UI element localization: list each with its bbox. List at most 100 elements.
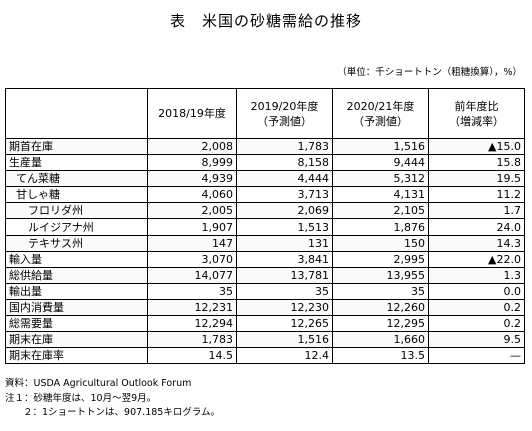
table-cell: ▲22.0 xyxy=(428,250,525,268)
table-row: 総需要量 12,294 12,265 12,295 0.2 xyxy=(5,315,525,333)
row-label: フロリダ州 xyxy=(5,202,148,220)
column-header-line1: 2020/21年度 xyxy=(346,99,415,113)
table-cell: 12.4 xyxy=(236,347,333,365)
table-cell: 4,131 xyxy=(332,186,429,204)
table-cell: 19.5 xyxy=(428,170,525,188)
table-cell: 12,231 xyxy=(147,298,237,317)
table-cell: 147 xyxy=(147,234,237,252)
column-header-line2: （予測値） xyxy=(257,114,312,128)
header-corner-cell xyxy=(5,88,148,139)
table-cell: 1,513 xyxy=(236,218,333,236)
table-cell: 4,939 xyxy=(147,170,237,188)
table-cell: 15.8 xyxy=(428,154,525,172)
column-header: 2020/21年度 （予測値） xyxy=(332,88,429,139)
table-cell: 0.2 xyxy=(428,298,525,317)
row-label: てん菜糖 xyxy=(5,170,148,188)
column-header-line1: 前年度比 xyxy=(454,99,499,113)
table-header-row: 2018/19年度 2019/20年度 （予測値） 2020/21年度 （予測値） … xyxy=(5,88,525,139)
row-label: 甘しゃ糖 xyxy=(5,186,148,204)
table-cell: 9.5 xyxy=(428,331,525,349)
table-cell: 2,005 xyxy=(147,202,237,220)
table-cell: 8,999 xyxy=(147,154,237,172)
table-row: てん菜糖 4,939 4,444 5,312 19.5 xyxy=(5,170,525,188)
table-cell: 150 xyxy=(332,234,429,252)
footnotes: 資料：USDA Agricultural Outlook Forum 注１：砂糖… xyxy=(5,377,220,421)
table-cell: 1.3 xyxy=(428,266,525,284)
table-cell: 1,516 xyxy=(236,331,333,349)
table-cell: 0.2 xyxy=(428,315,525,333)
table-cell: 1,876 xyxy=(332,218,429,236)
column-header: 2019/20年度 （予測値） xyxy=(236,88,333,139)
table-cell: 24.0 xyxy=(428,218,525,236)
table-cell: 1,783 xyxy=(147,331,237,349)
table-body: 期首在庫 2,008 1,783 1,516 ▲15.0 生産量 8,999 8,158 9,4… xyxy=(5,137,525,365)
row-label: 総供給量 xyxy=(5,266,148,284)
table-cell: 2,105 xyxy=(332,202,429,220)
table-cell: 14.3 xyxy=(428,234,525,252)
table-cell: 12,265 xyxy=(236,315,333,333)
table-row: 期末在庫 1,783 1,516 1,660 9.5 xyxy=(5,331,525,349)
table-row: 輸入量 3,070 3,841 2,995 ▲22.0 xyxy=(5,250,525,268)
row-label: 期末在庫 xyxy=(5,331,148,349)
table-cell: 3,713 xyxy=(236,186,333,204)
column-header: 前年度比 （増減率） xyxy=(428,88,525,139)
table-row: 期首在庫 2,008 1,783 1,516 ▲15.0 xyxy=(5,137,525,156)
table-row: 総供給量 14,077 13,781 13,955 1.3 xyxy=(5,266,525,284)
table-row: ルイジアナ州 1,907 1,513 1,876 24.0 xyxy=(5,218,525,236)
table-cell: 35 xyxy=(332,282,429,300)
table-cell: 2,069 xyxy=(236,202,333,220)
column-header-line1: 2019/20年度 xyxy=(250,99,319,113)
table-cell: ▲15.0 xyxy=(428,137,525,156)
column-header-line1: 2018/19年度 xyxy=(158,107,226,120)
table-cell: 2,995 xyxy=(332,250,429,268)
table-row: 輸出量 35 35 35 0.0 xyxy=(5,282,525,300)
table-cell: 1,660 xyxy=(332,331,429,349)
table-cell: 1,907 xyxy=(147,218,237,236)
table-cell: 131 xyxy=(236,234,333,252)
row-label: 期首在庫 xyxy=(5,137,148,156)
table-cell: 9,444 xyxy=(332,154,429,172)
table-cell: 35 xyxy=(236,282,333,300)
table-cell: 35 xyxy=(147,282,237,300)
table-row: フロリダ州 2,005 2,069 2,105 1.7 xyxy=(5,202,525,220)
table-row: 国内消費量 12,231 12,230 12,260 0.2 xyxy=(5,298,525,317)
table-cell: 13,781 xyxy=(236,266,333,284)
table-cell: 5,312 xyxy=(332,170,429,188)
table-cell: 3,841 xyxy=(236,250,333,268)
row-label: ルイジアナ州 xyxy=(5,218,148,236)
row-label: 輸出量 xyxy=(5,282,148,300)
table-cell: 4,444 xyxy=(236,170,333,188)
row-label: 総需要量 xyxy=(5,315,148,333)
table-cell: 13.5 xyxy=(332,347,429,365)
table-cell: 8,158 xyxy=(236,154,333,172)
document-title: 表 米国の砂糖需給の推移 xyxy=(169,12,362,30)
table-cell: 2,008 xyxy=(147,137,237,156)
column-header: 2018/19年度 xyxy=(147,88,237,139)
table-row: 甘しゃ糖 4,060 3,713 4,131 11.2 xyxy=(5,186,525,204)
table-cell: 12,230 xyxy=(236,298,333,317)
table-cell: 12,260 xyxy=(332,298,429,317)
table-cell: 13,955 xyxy=(332,266,429,284)
table-cell: 4,060 xyxy=(147,186,237,204)
table-row: テキサス州 147 131 150 14.3 xyxy=(5,234,525,252)
table-cell: 14,077 xyxy=(147,266,237,284)
table-cell: 12,295 xyxy=(332,315,429,333)
source-note: 資料：USDA Agricultural Outlook Forum xyxy=(5,378,192,389)
column-header-line2: （増減率） xyxy=(449,114,504,128)
row-label: テキサス州 xyxy=(5,234,148,252)
footnote-1: 注１：砂糖年度は、10月～翌9月。 xyxy=(5,392,157,404)
table-cell: — xyxy=(428,347,525,365)
sugar-supply-demand-table: 2018/19年度 2019/20年度 （予測値） 2020/21年度 （予測値） … xyxy=(5,88,525,365)
row-label: 生産量 xyxy=(5,154,148,172)
table-row: 生産量 8,999 8,158 9,444 15.8 xyxy=(5,154,525,172)
row-label: 国内消費量 xyxy=(5,298,148,317)
row-label: 輸入量 xyxy=(5,250,148,268)
unit-note: （単位：千ショートトン（粗糖換算），%） xyxy=(337,67,522,78)
footnote-2: ２：1ショートトンは、907.185キログラム。 xyxy=(23,407,221,418)
table-cell: 12,294 xyxy=(147,315,237,333)
table-cell: 3,070 xyxy=(147,250,237,268)
table-cell: 1,783 xyxy=(236,137,333,156)
column-header-line2: （予測値） xyxy=(353,114,408,128)
table-row: 期末在庫率 14.5 12.4 13.5— xyxy=(5,347,525,365)
row-label: 期末在庫率 xyxy=(5,347,148,365)
